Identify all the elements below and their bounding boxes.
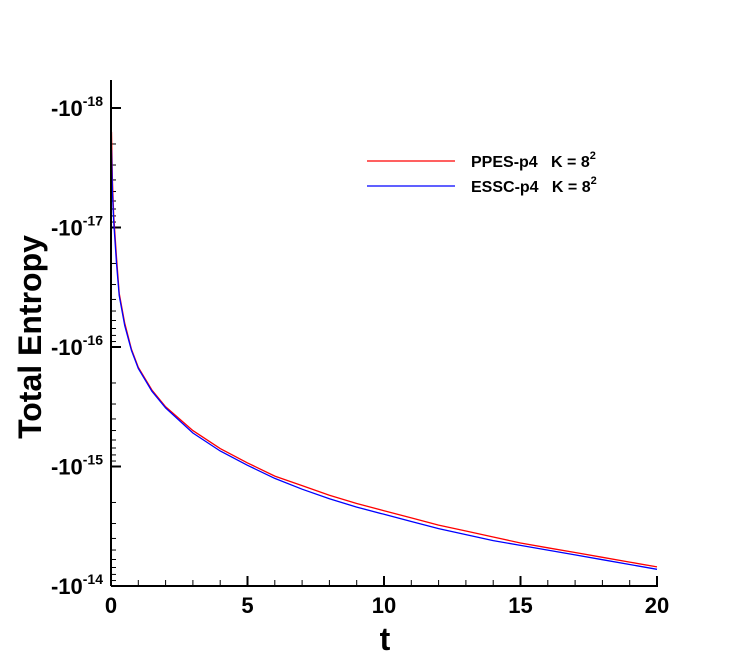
x-tick-label: 15 [508,593,532,618]
legend-label: ESSC-p4 K = 82 [471,175,597,196]
legend-label: PPES-p4 K = 82 [471,150,596,171]
y-tick-label: -10-14 [51,571,103,599]
y-tick-label: -10-18 [51,93,103,121]
minor-ticks [111,143,631,586]
x-tick-label: 10 [372,593,396,618]
x-tick-labels: 0 5 10 15 20 [105,593,669,618]
y-tick-label: -10-17 [51,213,103,241]
series-lines [110,131,658,570]
y-tick-label: -10-16 [51,332,103,360]
x-tick-label: 0 [105,593,117,618]
x-tick-label: 5 [241,593,253,618]
y-tick-labels: -10-18 -10-17 -10-16 -10-15 -10-14 [51,93,103,599]
y-axis-title: Total Entropy [12,235,48,439]
series-line-2 [110,149,658,570]
y-tick-label: -10-15 [51,452,103,480]
legend: PPES-p4 K = 82 ESSC-p4 K = 82 [367,150,597,196]
x-tick-label: 20 [645,593,669,618]
x-axis-title: t [380,621,391,657]
series-line-1 [110,131,658,568]
